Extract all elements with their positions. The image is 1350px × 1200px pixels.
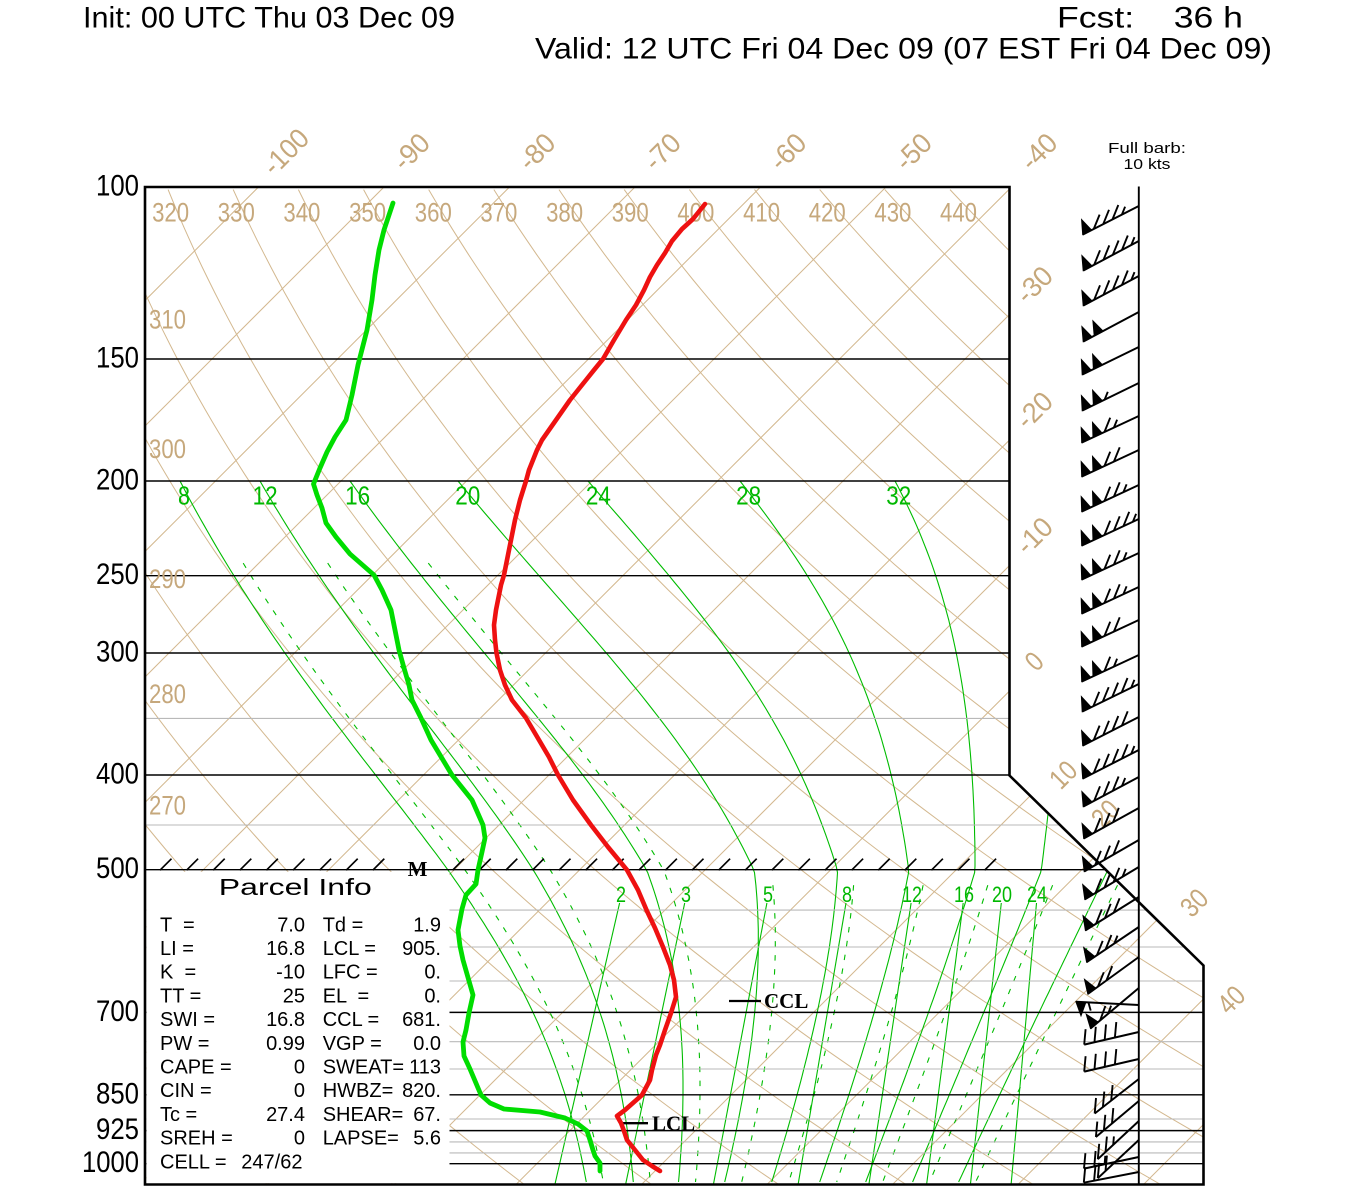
svg-text:T =: T =	[160, 914, 195, 936]
svg-text:12: 12	[253, 481, 278, 511]
svg-text:681.: 681.	[402, 1009, 441, 1031]
svg-text:5: 5	[763, 882, 773, 907]
svg-text:3: 3	[681, 882, 691, 907]
svg-text:-10: -10	[276, 962, 305, 984]
svg-text:20: 20	[455, 481, 480, 511]
svg-text:330: 330	[218, 198, 255, 228]
svg-text:EL =: EL =	[323, 985, 370, 1007]
svg-text:Tc =: Tc =	[160, 1104, 197, 1126]
svg-text:CIN =: CIN =	[160, 1080, 212, 1102]
svg-text:5.6: 5.6	[413, 1128, 441, 1150]
svg-text:380: 380	[546, 198, 583, 228]
svg-text:CAPE =: CAPE =	[160, 1057, 232, 1079]
svg-text:LCL: LCL	[652, 1112, 695, 1136]
svg-text:CELL =: CELL =	[160, 1151, 227, 1173]
svg-text:28: 28	[736, 481, 761, 511]
svg-text:0.: 0.	[424, 962, 441, 984]
svg-text:32: 32	[886, 481, 911, 511]
svg-text:410: 410	[743, 198, 780, 228]
svg-text:320: 320	[152, 198, 189, 228]
svg-text:12: 12	[902, 882, 922, 907]
svg-text:280: 280	[149, 679, 186, 709]
svg-text:16.8: 16.8	[266, 1009, 305, 1031]
svg-text:24: 24	[586, 481, 611, 511]
svg-text:420: 420	[809, 198, 846, 228]
svg-text:360: 360	[415, 198, 452, 228]
svg-text:Valid: 12 UTC Fri 04 Dec 09 (0: Valid: 12 UTC Fri 04 Dec 09 (07 EST Fri …	[535, 33, 1272, 66]
svg-text:1000: 1000	[82, 1146, 139, 1179]
svg-text:0: 0	[294, 1080, 305, 1102]
svg-text:Fcst: 36 h: Fcst: 36 h	[1057, 2, 1243, 35]
svg-text:100: 100	[96, 170, 139, 203]
svg-text:10 kts: 10 kts	[1124, 156, 1171, 173]
svg-text:SHEAR=: SHEAR=	[323, 1104, 404, 1126]
svg-text:0.0: 0.0	[413, 1033, 441, 1055]
svg-text:Td =: Td =	[323, 914, 364, 936]
svg-text:350: 350	[349, 198, 386, 228]
svg-text:0: 0	[294, 1128, 305, 1150]
svg-text:TT =: TT =	[160, 985, 201, 1007]
svg-text:400: 400	[96, 758, 139, 791]
svg-text:CCL: CCL	[764, 989, 808, 1013]
svg-text:27.4: 27.4	[266, 1104, 305, 1126]
svg-text:430: 430	[874, 198, 911, 228]
svg-text:340: 340	[283, 198, 320, 228]
svg-text:PW =: PW =	[160, 1033, 209, 1055]
svg-text:925: 925	[96, 1113, 139, 1146]
svg-text:8: 8	[178, 481, 190, 511]
svg-text:250: 250	[96, 558, 139, 591]
svg-text:SREH =: SREH =	[160, 1128, 233, 1150]
svg-text:16.8: 16.8	[266, 938, 305, 960]
svg-text:0: 0	[294, 1057, 305, 1079]
svg-text:SWI =: SWI =	[160, 1009, 215, 1031]
svg-text:Full barb:: Full barb:	[1108, 140, 1186, 157]
svg-text:25: 25	[283, 985, 305, 1007]
svg-text:0.99: 0.99	[266, 1033, 305, 1055]
svg-text:905.: 905.	[402, 938, 441, 960]
svg-text:SWEAT=: SWEAT=	[323, 1057, 404, 1079]
svg-text:CCL =: CCL =	[323, 1009, 380, 1031]
svg-text:850: 850	[96, 1077, 139, 1110]
svg-text:16: 16	[345, 481, 370, 511]
svg-text:16: 16	[954, 882, 974, 907]
svg-text:20: 20	[992, 882, 1012, 907]
svg-text:8: 8	[842, 882, 852, 907]
svg-text:LAPSE=: LAPSE=	[323, 1128, 399, 1150]
svg-text:247/62: 247/62	[241, 1151, 302, 1173]
svg-text:300: 300	[149, 434, 186, 464]
svg-text:24: 24	[1027, 882, 1047, 907]
svg-text:310: 310	[149, 305, 186, 335]
svg-text:290: 290	[149, 564, 186, 594]
svg-text:300: 300	[96, 636, 139, 669]
svg-text:Init: 00 UTC Thu 03 Dec 09: Init: 00 UTC Thu 03 Dec 09	[83, 2, 455, 35]
svg-text:LCL =: LCL =	[323, 938, 376, 960]
svg-text:500: 500	[96, 852, 139, 885]
svg-text:VGP =: VGP =	[323, 1033, 382, 1055]
svg-text:0.: 0.	[424, 985, 441, 1007]
svg-text:370: 370	[480, 198, 517, 228]
svg-text:HWBZ=: HWBZ=	[323, 1080, 394, 1102]
svg-text:200: 200	[96, 464, 139, 497]
svg-text:2: 2	[616, 882, 626, 907]
svg-text:M: M	[408, 857, 428, 881]
svg-text:Parcel Info: Parcel Info	[219, 874, 372, 900]
svg-text:150: 150	[96, 342, 139, 375]
svg-text:440: 440	[940, 198, 977, 228]
svg-text:820.: 820.	[402, 1080, 441, 1102]
svg-text:LFC =: LFC =	[323, 962, 378, 984]
svg-text:390: 390	[612, 198, 649, 228]
svg-text:270: 270	[149, 791, 186, 821]
svg-text:113: 113	[409, 1057, 441, 1079]
svg-text:67.: 67.	[413, 1104, 441, 1126]
svg-text:7.0: 7.0	[277, 914, 305, 936]
svg-text:1.9: 1.9	[413, 914, 441, 936]
svg-text:LI =: LI =	[160, 938, 194, 960]
svg-text:K =: K =	[160, 962, 196, 984]
svg-text:700: 700	[96, 995, 139, 1028]
